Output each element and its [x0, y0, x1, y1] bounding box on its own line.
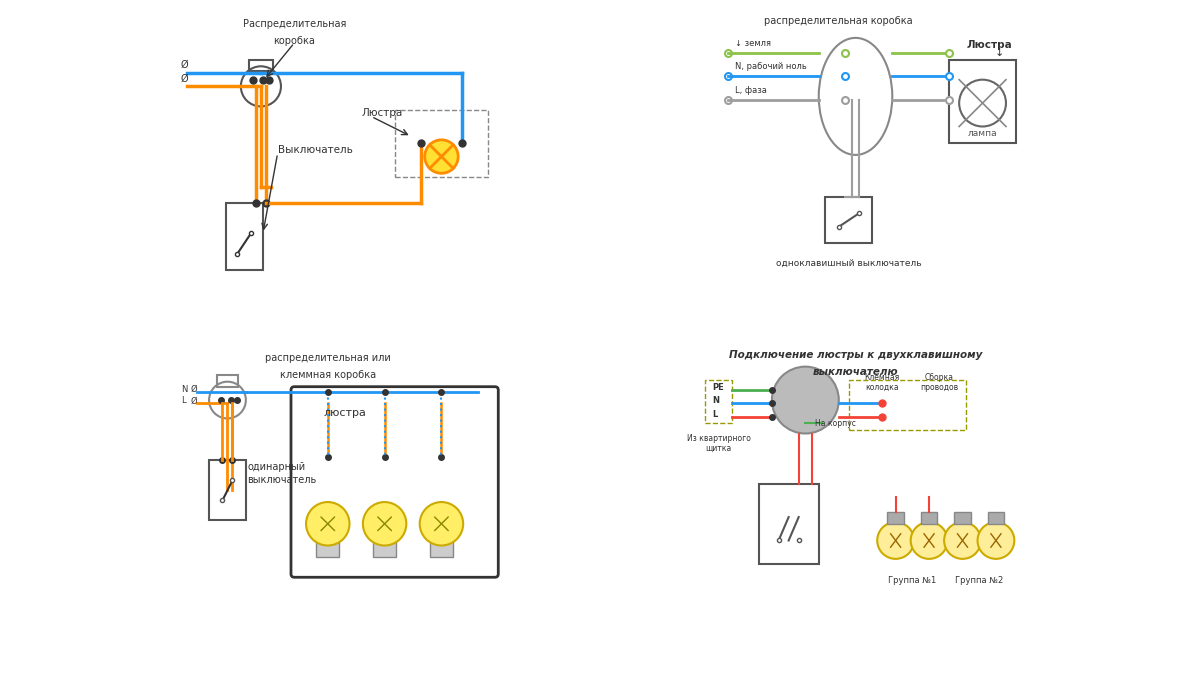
Text: одноклавишный выключатель: одноклавишный выключатель: [776, 259, 922, 268]
FancyBboxPatch shape: [373, 540, 396, 557]
Text: выключатель: выключатель: [247, 475, 317, 485]
Text: распределительная или: распределительная или: [265, 353, 391, 364]
Text: лампа: лампа: [967, 129, 997, 137]
Text: На корпус: На корпус: [815, 419, 857, 428]
Text: выключателю: выключателю: [812, 367, 899, 376]
Circle shape: [978, 522, 1014, 559]
FancyBboxPatch shape: [988, 512, 1004, 524]
Text: L: L: [712, 410, 718, 419]
FancyBboxPatch shape: [954, 512, 971, 524]
Circle shape: [911, 522, 948, 559]
FancyBboxPatch shape: [316, 540, 340, 557]
Text: Клемная: Клемная: [865, 373, 900, 383]
Circle shape: [944, 522, 980, 559]
Text: одинарный: одинарный: [247, 462, 306, 472]
Text: N, рабочий ноль: N, рабочий ноль: [736, 62, 806, 71]
Text: Ø: Ø: [181, 60, 188, 70]
Text: L: L: [181, 397, 185, 406]
Text: клеммная коробка: клеммная коробка: [280, 370, 376, 380]
Text: PE: PE: [712, 383, 724, 392]
Text: Люстра: Люстра: [361, 108, 402, 118]
Text: Подключение люстры к двухклавишному: Подключение люстры к двухклавишному: [728, 350, 983, 360]
Text: Группа №2: Группа №2: [955, 576, 1003, 585]
Text: щитка: щитка: [706, 443, 732, 452]
Text: люстра: люстра: [323, 408, 366, 418]
Circle shape: [877, 522, 914, 559]
Text: Сборка: Сборка: [924, 373, 954, 383]
Circle shape: [362, 502, 407, 546]
Text: колодка: колодка: [865, 383, 899, 393]
Text: Распределительная: Распределительная: [242, 20, 346, 30]
Text: Ø: Ø: [191, 397, 197, 406]
Circle shape: [306, 502, 349, 546]
Circle shape: [772, 367, 839, 433]
Text: распределительная коробка: распределительная коробка: [764, 16, 913, 26]
Text: проводов: проводов: [920, 383, 958, 393]
Text: N: N: [712, 397, 719, 406]
FancyBboxPatch shape: [887, 512, 904, 524]
Text: Выключатель: Выключатель: [277, 145, 353, 155]
Text: ↓: ↓: [995, 48, 1004, 58]
FancyBboxPatch shape: [920, 512, 937, 524]
Text: L, фаза: L, фаза: [736, 86, 767, 95]
Text: коробка: коробка: [274, 36, 316, 46]
Text: Люстра: Люстра: [966, 39, 1012, 49]
Text: Ø: Ø: [181, 73, 188, 83]
Circle shape: [425, 140, 458, 173]
Circle shape: [420, 502, 463, 546]
Text: Ø: Ø: [191, 385, 197, 394]
Text: Группа №1: Группа №1: [888, 576, 936, 585]
Text: ↓ земля: ↓ земля: [736, 39, 772, 48]
Text: N: N: [181, 385, 187, 394]
Text: Из квартирного: Из квартирного: [686, 433, 750, 443]
FancyBboxPatch shape: [430, 540, 454, 557]
